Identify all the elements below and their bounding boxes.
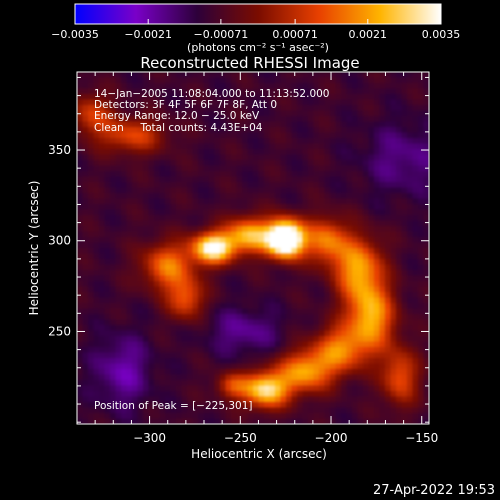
y-tick-label: 250 <box>48 324 71 338</box>
x-tick-label: −200 <box>315 431 348 445</box>
heatmap-image <box>77 72 429 424</box>
chart-title: Reconstructed RHESSI Image <box>140 54 359 72</box>
plot-frame <box>76 71 430 425</box>
plot-timestamp: 27-Apr-2022 19:53 <box>373 483 495 498</box>
annotation-peak-position: Position of Peak = [−225,301] <box>94 400 253 412</box>
x-tick-label: −300 <box>133 431 166 445</box>
axis-ticks: −300 −250 −200 −150 250 300 350 <box>48 72 438 445</box>
annotation-energy-range: Energy Range: 12.0 − 25.0 keV <box>94 110 260 122</box>
colorbar-ticks: −0.0035 −0.0021 −0.00071 0.00071 0.0021 0.003… <box>51 19 460 41</box>
colorbar-tick-label: 0.0021 <box>349 28 388 41</box>
colorbar <box>74 3 442 25</box>
colorbar-tick-label: −0.0021 <box>124 28 172 41</box>
x-tick-label: −150 <box>405 431 438 445</box>
colorbar-tick-label: −0.00071 <box>194 28 249 41</box>
annotation-time-range: 14−Jan−2005 11:08:04.000 to 11:13:52.000 <box>94 88 330 100</box>
x-tick-label: −250 <box>224 431 257 445</box>
y-tick-label: 350 <box>48 143 71 157</box>
colorbar-tick-label: 0.0035 <box>422 28 461 41</box>
colorbar-unit-label: (photons cm⁻² s⁻¹ asec⁻²) <box>187 41 329 54</box>
y-tick-label: 300 <box>48 234 71 248</box>
y-axis-label: Heliocentric Y (arcsec) <box>27 181 41 316</box>
annotation-clean-counts: Clean Total counts: 4.43E+04 <box>94 122 263 134</box>
annotation-detectors: Detectors: 3F 4F 5F 6F 7F 8F, Att 0 <box>94 99 277 111</box>
colorbar-tick-label: 0.00071 <box>272 28 318 41</box>
x-axis-label: Heliocentric X (arcsec) <box>191 447 327 461</box>
colorbar-tick-label: −0.0035 <box>51 28 99 41</box>
